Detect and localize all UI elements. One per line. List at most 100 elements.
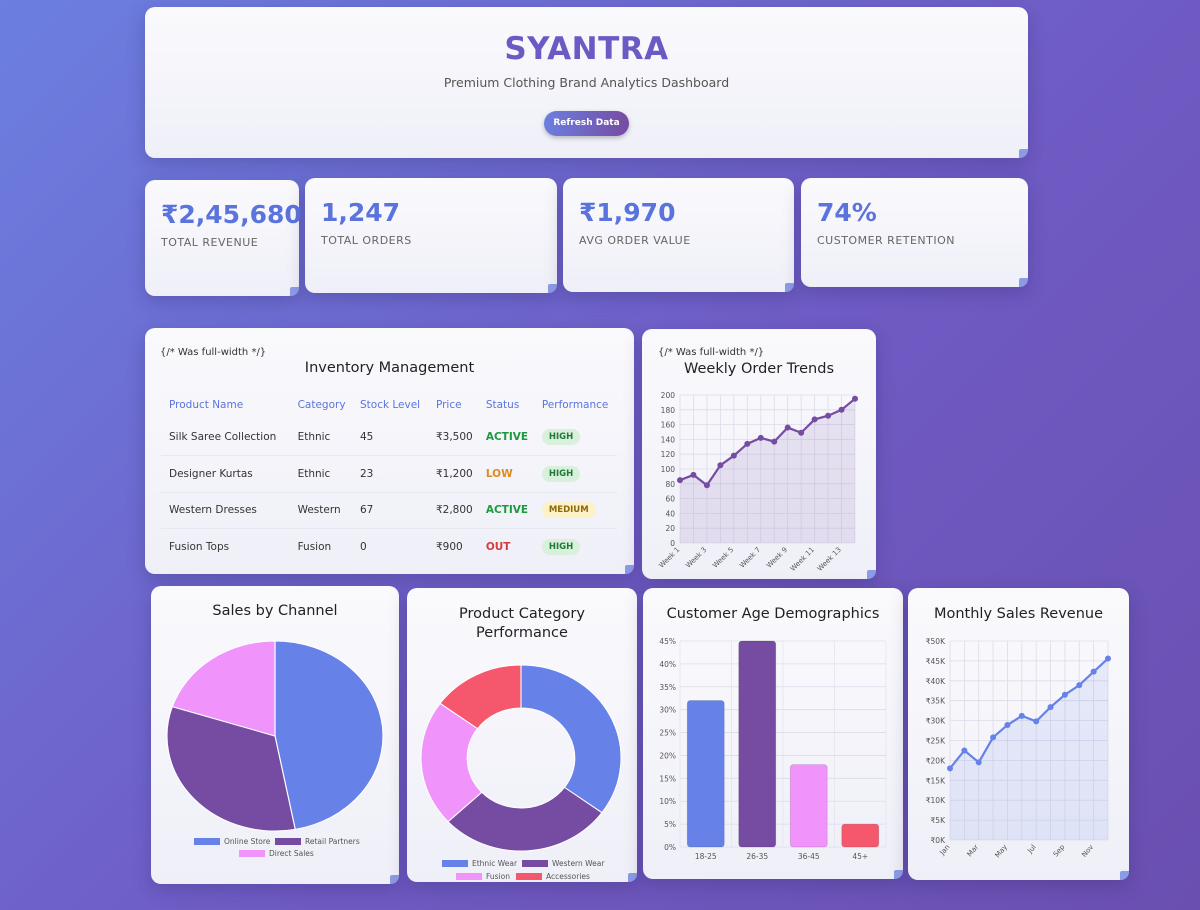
pie-slice [166, 706, 296, 832]
stat-label: AVG ORDER VALUE [579, 234, 691, 247]
legend-swatch [516, 873, 542, 880]
resize-handle[interactable] [1019, 278, 1028, 287]
x-tick-label: Jul [1026, 843, 1038, 855]
table-row[interactable]: Designer Kurtas Ethnic 23 ₹1,200 LOW HIGH [161, 455, 617, 493]
y-tick-label: 30% [659, 706, 676, 715]
y-tick-label: ₹40K [926, 677, 946, 686]
y-tick-label: 160 [661, 421, 676, 430]
resize-handle[interactable] [785, 283, 794, 292]
pie-group [420, 664, 622, 852]
table-cell: MEDIUM [533, 492, 617, 529]
y-tick-label: 120 [661, 450, 676, 459]
y-tick-label: 35% [659, 683, 676, 692]
resize-handle[interactable] [390, 875, 399, 884]
y-tick-label: ₹15K [926, 776, 946, 785]
data-point [757, 434, 764, 441]
x-tick-label: Week 11 [789, 546, 816, 573]
performance-badge: MEDIUM [541, 502, 596, 519]
performance-badge: HIGH [541, 465, 581, 482]
table-cell: Fusion Tops [169, 541, 230, 553]
table-row[interactable]: Fusion Tops Fusion 0 ₹900 OUT HIGH [161, 529, 617, 566]
column-header[interactable]: Category [289, 390, 352, 419]
legend-label: Accessories [546, 872, 590, 880]
resize-handle[interactable] [290, 287, 299, 296]
stat-value: 1,247 [321, 198, 401, 227]
inventory-table: Product Name Category Stock Level Price … [161, 390, 617, 565]
column-header[interactable]: Product Name [161, 390, 290, 419]
table-cell: OUT [478, 529, 534, 566]
table-cell: 0 [359, 541, 367, 553]
legend-swatch [456, 873, 482, 880]
stat-card-retention: 74% CUSTOMER RETENTION [801, 178, 1028, 287]
resize-handle[interactable] [625, 565, 634, 574]
data-point [811, 416, 818, 423]
stat-label: TOTAL ORDERS [321, 234, 412, 247]
y-tick-label: ₹10K [926, 796, 946, 805]
table-row[interactable]: Western Dresses Western 67 ₹2,800 ACTIVE MEDI… [161, 492, 617, 529]
pie-slice [439, 664, 522, 730]
stat-value: 74% [817, 198, 877, 227]
refresh-data-button[interactable]: Refresh Data [544, 111, 629, 136]
dashboard-subtitle: Premium Clothing Brand Analytics Dashboa… [443, 75, 730, 90]
table-cell: Ethnic [289, 419, 352, 456]
table-cell: ₹2,800 [427, 492, 478, 529]
y-tick-label: 25% [659, 729, 676, 738]
resize-handle[interactable] [867, 570, 876, 579]
table-cell: HIGH [534, 529, 617, 566]
table-cell: HIGH [533, 419, 617, 456]
column-header[interactable]: Performance [533, 390, 617, 419]
y-tick-label: ₹5K [931, 816, 947, 825]
data-point [798, 429, 805, 436]
table-cell: ₹3,500 [427, 419, 478, 456]
resize-handle[interactable] [548, 284, 557, 293]
legend-label: Retail Partners [305, 837, 360, 846]
column-header[interactable]: Stock Level [351, 390, 428, 419]
x-tick-label: Nov [1080, 843, 1095, 859]
data-point [690, 471, 697, 478]
resize-handle[interactable] [1120, 871, 1129, 880]
y-tick-label: 20 [665, 524, 675, 533]
table-cell: Silk Saree Collection [161, 419, 290, 456]
category-doughnut-chart: Ethnic Wear Western Wear Fusion Accessories [420, 664, 622, 880]
table-cell: 23 [351, 455, 428, 493]
y-tick-label: 180 [661, 406, 676, 415]
area-fill [680, 398, 855, 543]
resize-handle[interactable] [628, 873, 637, 882]
resize-handle[interactable] [1019, 149, 1028, 158]
column-header[interactable]: Status [477, 390, 534, 419]
data-point [825, 412, 832, 419]
status-text: ACTIVE [485, 504, 529, 517]
y-tick-label: 0% [664, 843, 676, 852]
y-tick-label: 15% [659, 774, 676, 783]
performance-badge: HIGH [541, 429, 581, 445]
monthly-line-chart: ₹0K ₹5K ₹10K ₹15K ₹20K ₹25K ₹30K ₹35K ₹40K ₹45K ₹5… [926, 637, 1111, 859]
data-point [990, 734, 997, 741]
data-point [730, 452, 737, 459]
pie-slice [447, 786, 603, 852]
column-header[interactable]: Price [427, 390, 478, 419]
pie-group [166, 640, 384, 832]
x-tick-label: Sep [1052, 843, 1067, 859]
data-point [1090, 668, 1097, 675]
resize-handle[interactable] [894, 870, 903, 879]
legend-swatch [442, 860, 468, 867]
performance-badge: HIGH [541, 539, 581, 555]
data-point [771, 438, 778, 445]
table-cell: Designer Kurtas [161, 455, 290, 493]
channel-pie-chart: Online Store Retail Partners Direct Sales [166, 640, 384, 858]
y-tick-label: ₹25K [926, 737, 946, 746]
y-tick-label: ₹30K [926, 717, 946, 726]
table-row[interactable]: Silk Saree Collection Ethnic 45 ₹3,500 ACTIV… [161, 419, 617, 456]
legend-swatch [239, 850, 265, 857]
x-tick-label: Week 13 [816, 546, 843, 573]
status-text: LOW [485, 467, 513, 480]
pie-slice [274, 640, 384, 830]
y-tick-label: 200 [661, 391, 676, 400]
y-tick-label: ₹0K [931, 836, 947, 845]
y-tick-label: ₹45K [926, 657, 946, 666]
data-point [1047, 704, 1054, 711]
data-point [1105, 655, 1111, 662]
data-point [1061, 691, 1068, 698]
y-tick-label: ₹20K [926, 756, 946, 765]
x-tick-label: Week 7 [738, 546, 762, 570]
